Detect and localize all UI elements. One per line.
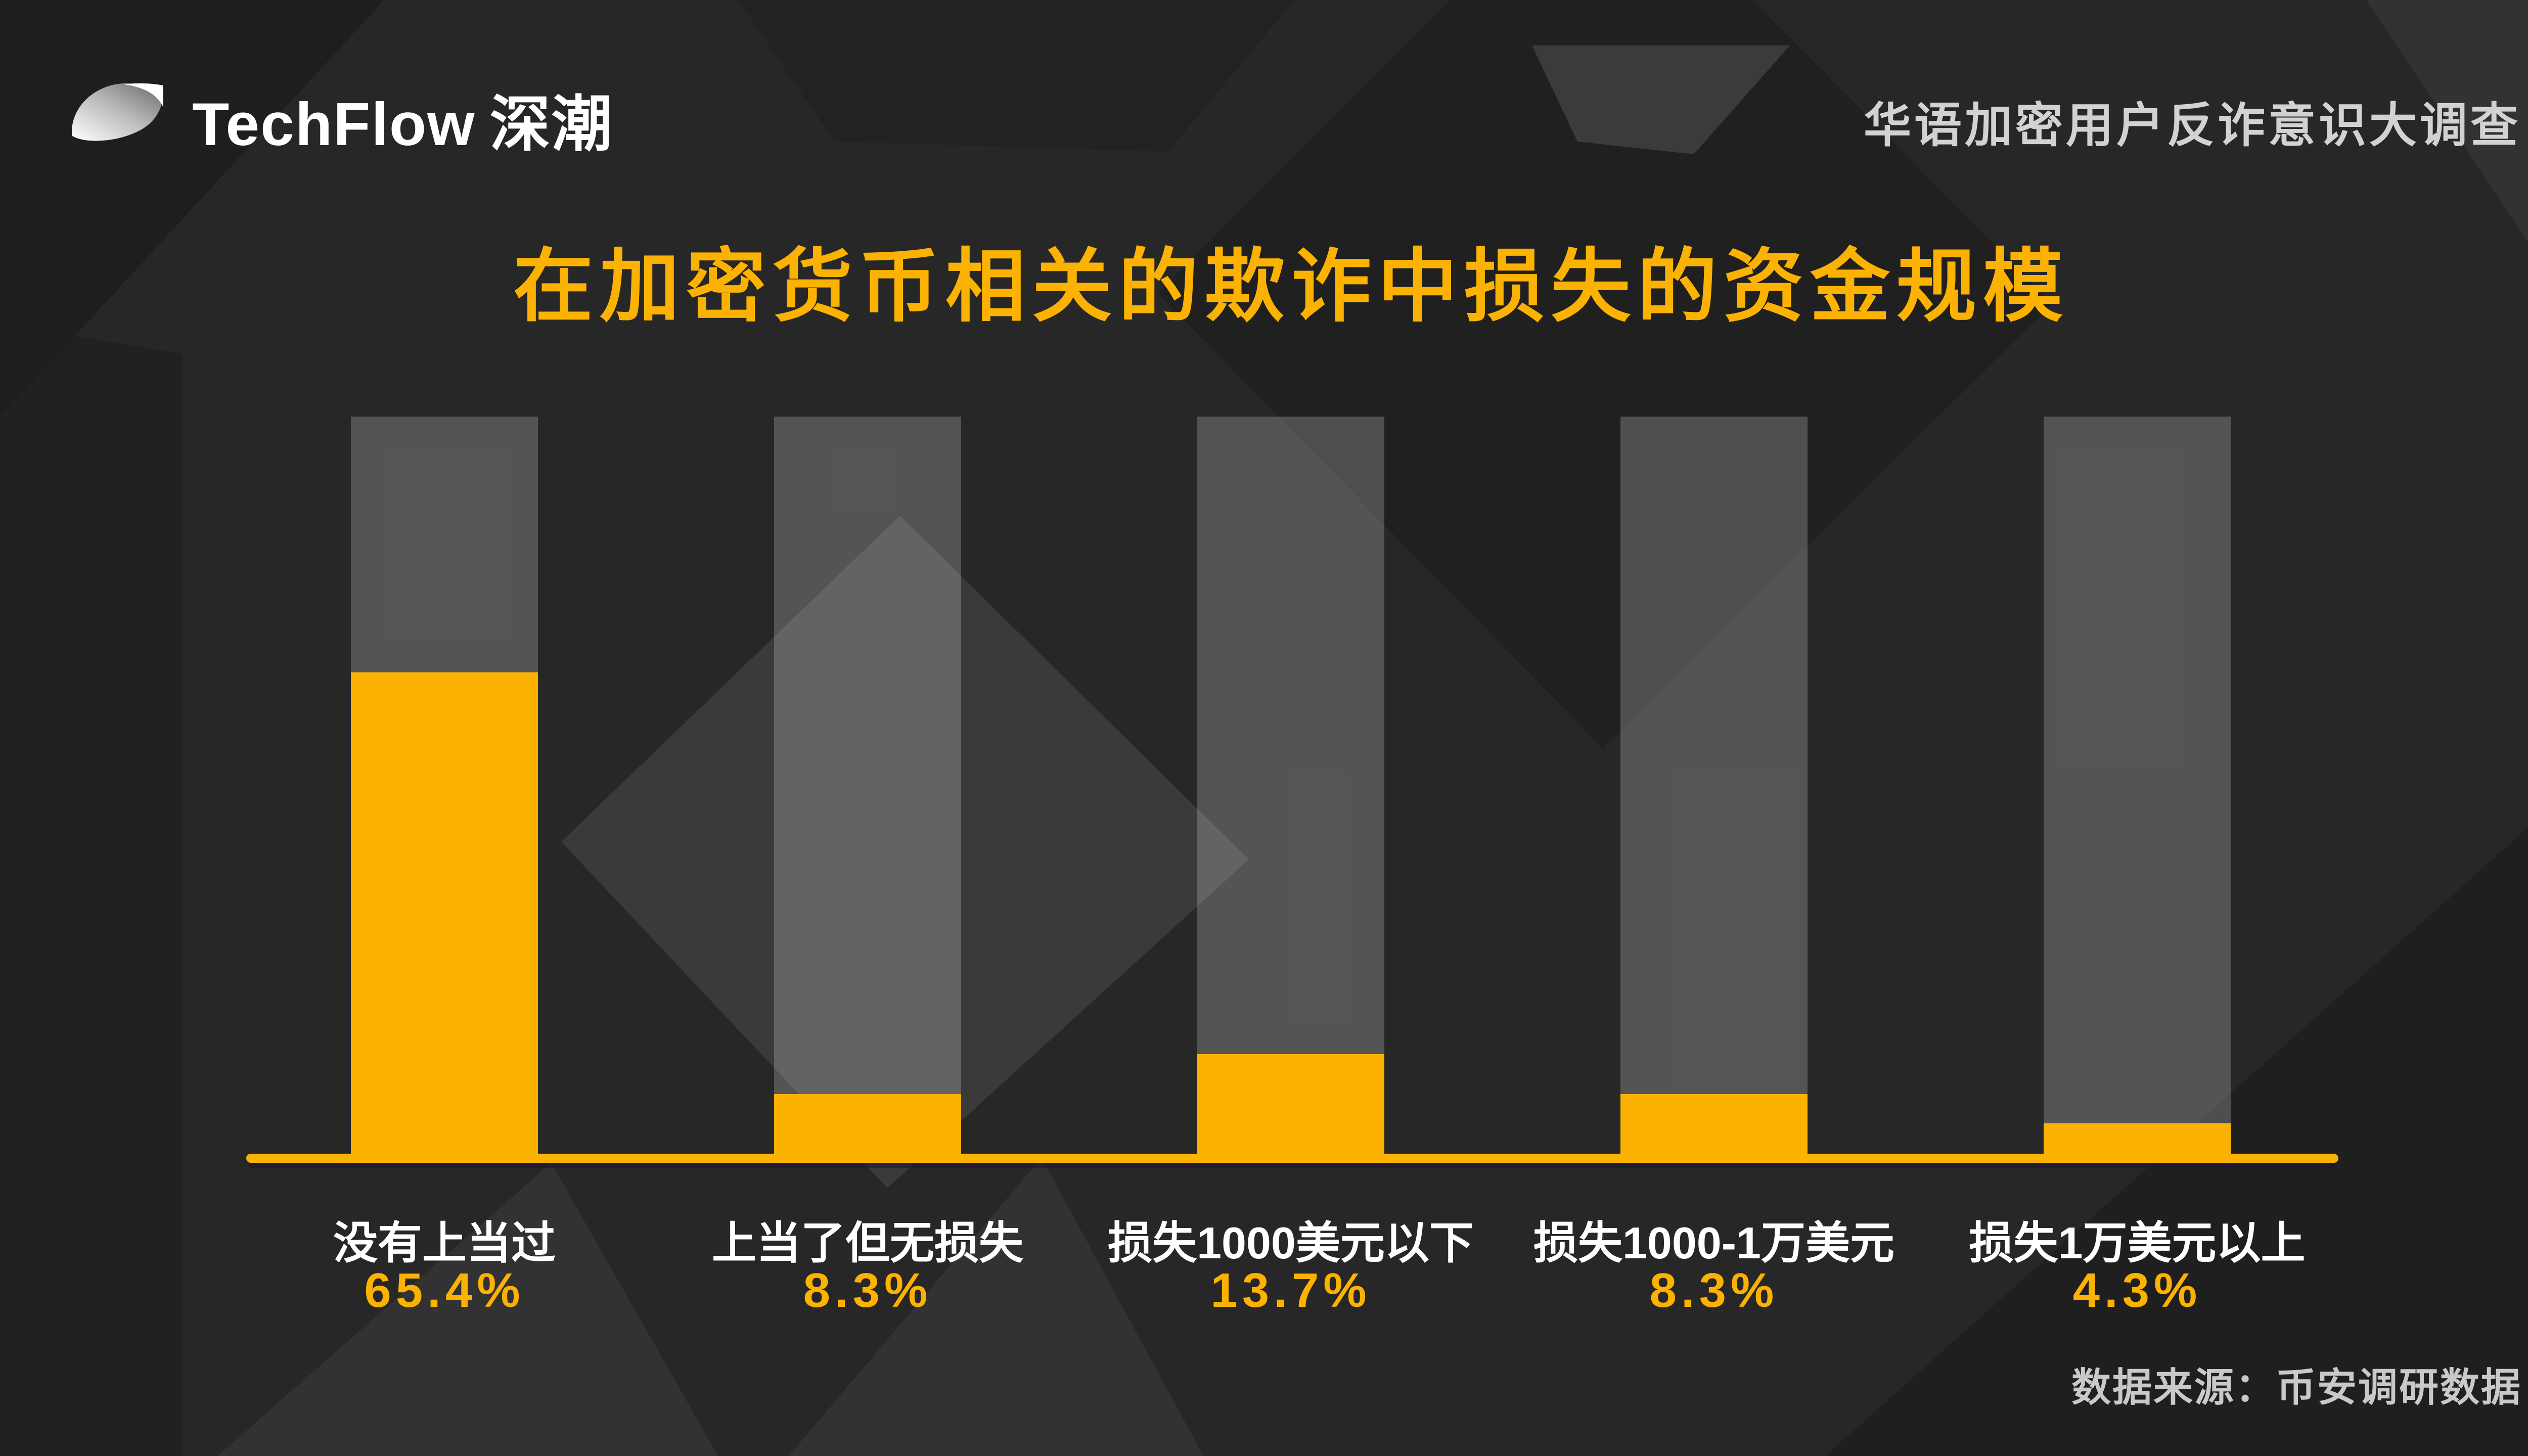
brand-name-cn: 深潮 [489, 90, 613, 158]
bg-light-trapezoid [1532, 46, 1790, 154]
percentage-label: 13.7% [1210, 1263, 1371, 1317]
bar-value-segment [2044, 1123, 2231, 1155]
bar-remainder-segment [774, 417, 961, 1094]
brand-name-en: TechFlow [192, 90, 476, 158]
category-label: 上当了但无损失 [711, 1218, 1023, 1268]
percentage-label: 8.3% [803, 1263, 932, 1317]
bg-bottom-triangle-2 [789, 1158, 1203, 1456]
category-label: 损失1000美元以下 [1108, 1218, 1474, 1268]
percentage-label: 65.4% [364, 1263, 525, 1317]
bar-remainder-segment [351, 417, 538, 672]
category-label: 损失1万美元以上 [1969, 1218, 2306, 1268]
bar-column [1197, 417, 1384, 1155]
brand-logo: TechFlow 深潮 [68, 75, 613, 163]
bar-column [351, 417, 538, 1155]
data-source: 数据来源：币安调研数据 [2071, 1365, 2522, 1409]
bar-column [2044, 417, 2231, 1155]
bg-title-diamond [1158, 0, 2053, 748]
bg-left-column [0, 324, 182, 1456]
bar-column [774, 417, 961, 1155]
bar-column [1620, 417, 1808, 1155]
bg-bottom-triangle-1 [217, 1163, 718, 1456]
category-label: 没有上当过 [333, 1218, 556, 1268]
bar-value-segment [774, 1094, 961, 1155]
brand-name: TechFlow 深潮 [192, 75, 613, 163]
bar-value-segment [1620, 1094, 1808, 1155]
bar-value-segment [1197, 1054, 1384, 1155]
bar-remainder-segment [1620, 417, 1808, 1094]
chart-title: 在加密货币相关的欺诈中损失的资金规模 [513, 242, 2069, 331]
baseline-axis [246, 1154, 2338, 1163]
percentage-label: 8.3% [1649, 1263, 1779, 1317]
bg-light-diamond [561, 516, 1249, 1188]
bar-remainder-segment [2044, 417, 2231, 1123]
percentage-label: 4.3% [2072, 1263, 2202, 1317]
bar-value-segment [351, 672, 538, 1155]
techflow-logo-icon [72, 83, 163, 141]
bar-remainder-segment [1197, 417, 1384, 1054]
category-label: 损失1000-1万美元 [1533, 1218, 1894, 1268]
survey-title: 华语加密用户反诈意识大调查 [1863, 99, 2521, 152]
bg-top-shape [738, 0, 1294, 152]
bg-topright-wedge [2366, 0, 2528, 242]
